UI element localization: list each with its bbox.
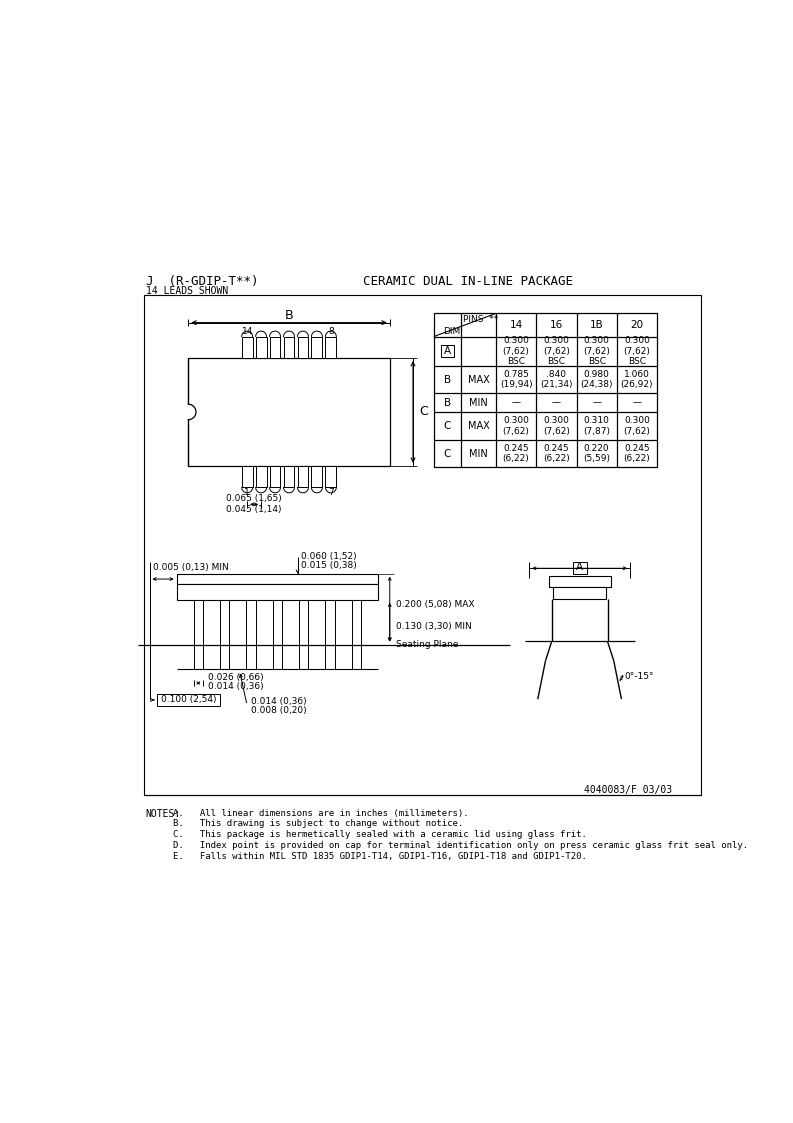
Bar [352,600,361,669]
Bar [255,466,266,487]
Text: 0.015 (0,38): 0.015 (0,38) [301,562,357,570]
Bar [312,337,322,358]
Text: 14 LEADS SHOWN: 14 LEADS SHOWN [146,286,228,296]
Bar [270,337,281,358]
Bar [220,600,229,669]
Text: 7: 7 [328,489,334,497]
Text: B: B [285,309,293,322]
Text: C.   This package is hermetically sealed with a ceramic lid using glass frit.: C. This package is hermetically sealed w… [173,830,587,839]
Text: 0.300
(7,62)
BSC: 0.300 (7,62) BSC [583,336,610,366]
Bar [247,600,255,669]
Text: 0.300
(7,62)
BSC: 0.300 (7,62) BSC [543,336,570,366]
Bar [284,466,294,487]
Text: 0.065 (1,65): 0.065 (1,65) [226,494,282,503]
Bar [157,694,220,706]
Bar [325,600,335,669]
Text: 0°-15°: 0°-15° [625,672,654,681]
Text: B.   This drawing is subject to change without notice.: B. This drawing is subject to change wit… [173,820,463,829]
Text: 20: 20 [630,320,644,330]
Bar [297,466,308,487]
Bar [186,404,197,420]
Bar [177,574,378,584]
Text: Seating Plane: Seating Plane [396,640,458,649]
Text: 0.200 (5,08) MAX: 0.200 (5,08) MAX [396,600,474,609]
Text: E.   Falls within MIL STD 1835 GDIP1-T14, GDIP1-T16, GDIP1-T18 and GDIP1-T20.: E. Falls within MIL STD 1835 GDIP1-T14, … [173,851,587,860]
Text: CERAMIC DUAL IN-LINE PACKAGE: CERAMIC DUAL IN-LINE PACKAGE [362,274,573,287]
Text: 0.100 (2,54): 0.100 (2,54) [161,695,216,704]
Bar [177,584,378,600]
Text: 0.014 (0,36): 0.014 (0,36) [251,697,307,706]
Text: 14: 14 [509,320,523,330]
Bar [270,466,281,487]
Text: 0.245
(6,22): 0.245 (6,22) [503,444,530,464]
Text: MIN: MIN [469,398,488,408]
Bar [193,600,203,669]
Text: 0.245
(6,22): 0.245 (6,22) [543,444,569,464]
Text: PINS  **: PINS ** [463,316,499,325]
Text: A: A [444,346,451,356]
Bar [549,576,611,586]
Text: 16: 16 [550,320,563,330]
Text: J  (R-GDIP-T**): J (R-GDIP-T**) [146,274,259,287]
Text: B: B [444,398,451,408]
Text: C: C [419,405,428,419]
Text: 0.785
(19,94): 0.785 (19,94) [500,369,532,390]
Bar [325,466,336,487]
Text: —: — [592,399,601,408]
Text: .840
(21,34): .840 (21,34) [540,369,573,390]
Text: 0.300
(7,62): 0.300 (7,62) [503,416,530,436]
Text: MIN: MIN [469,448,488,458]
Text: 0.310
(7,87): 0.310 (7,87) [583,416,610,436]
Text: 1B: 1B [590,320,603,330]
Text: 0.300
(7,62): 0.300 (7,62) [543,416,570,436]
Bar [312,466,322,487]
Text: —: — [552,399,561,408]
Text: 0.060 (1,52): 0.060 (1,52) [301,553,357,562]
Bar [144,295,700,795]
Text: 1: 1 [244,489,250,497]
Text: DIM: DIM [443,327,461,336]
Text: MAX: MAX [468,421,489,431]
Text: 0.300
(7,62)
BSC: 0.300 (7,62) BSC [623,336,650,366]
Text: MAX: MAX [468,375,489,384]
Text: 0.008 (0,20): 0.008 (0,20) [251,706,307,715]
Text: 0.026 (0,66): 0.026 (0,66) [208,673,263,682]
Text: 8: 8 [328,327,334,336]
Text: 0.300
(7,62)
BSC: 0.300 (7,62) BSC [503,336,530,366]
Bar [255,337,266,358]
Bar [242,466,253,487]
Text: 0.300
(7,62): 0.300 (7,62) [623,416,650,436]
Text: B: B [444,375,451,384]
Text: —: — [511,399,520,408]
Bar [188,358,389,466]
Bar [325,337,336,358]
Bar [284,337,294,358]
Bar [273,600,282,669]
Text: 4040083/F 03/03: 4040083/F 03/03 [584,785,672,795]
Bar [573,563,587,574]
Text: 1.060
(26,92): 1.060 (26,92) [621,369,653,390]
Text: 0.220
(5,59): 0.220 (5,59) [583,444,610,464]
Text: 0.045 (1,14): 0.045 (1,14) [226,505,282,514]
Text: A.   All linear dimensions are in inches (millimeters).: A. All linear dimensions are in inches (… [173,809,469,818]
Bar [434,313,657,467]
Text: 0.014 (0,36): 0.014 (0,36) [208,683,263,692]
Bar [299,600,308,669]
Text: C: C [444,421,451,431]
Bar [242,337,253,358]
Text: —: — [633,399,642,408]
Text: NOTES:: NOTES: [146,809,181,819]
Text: A: A [576,563,583,573]
Bar [441,345,454,356]
Text: 0.130 (3,30) MIN: 0.130 (3,30) MIN [396,621,472,630]
Text: 0.245
(6,22): 0.245 (6,22) [623,444,650,464]
Text: C: C [444,448,451,458]
Text: D.   Index point is provided on cap for terminal identification only on press ce: D. Index point is provided on cap for te… [173,841,748,850]
Bar [554,586,606,599]
Text: 0.980
(24,38): 0.980 (24,38) [580,369,613,390]
Text: 14: 14 [241,327,253,336]
Text: 0.005 (0,13) MIN: 0.005 (0,13) MIN [153,563,229,572]
Bar [297,337,308,358]
